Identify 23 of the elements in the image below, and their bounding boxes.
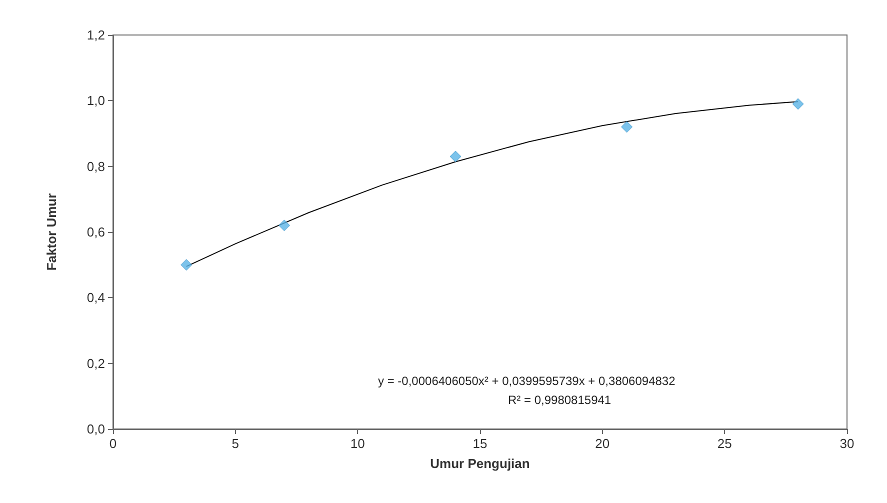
point: [792, 98, 804, 110]
x-tick-label: 10: [350, 436, 365, 451]
point: [278, 220, 290, 232]
annotation: R² = 0,9980815941: [508, 393, 612, 407]
y-tick-label: 0,6: [86, 224, 105, 240]
x-tick-label: 0: [109, 436, 117, 451]
y-axis-title: Faktor Umur: [44, 193, 59, 271]
annotation: y = -0,0006406050x² + 0,0399595739x + 0,3806094832: [378, 374, 676, 388]
x-tick-label: 20: [595, 436, 610, 451]
x-tick-label: 25: [717, 436, 732, 451]
y-tick-label: 0,2: [86, 356, 105, 371]
x-tick-label: 30: [840, 436, 854, 451]
point: [180, 259, 192, 271]
x-axis-title: Umur Pengujian: [430, 456, 530, 471]
x-tick-label: 5: [232, 436, 239, 451]
y-tick-label: 1,0: [86, 93, 105, 108]
y-tick-label: 0,0: [86, 422, 105, 436]
y-tick-label: 0,4: [86, 290, 105, 306]
y-tick-label: 1,2: [86, 28, 105, 42]
y-tick-label: 0,8: [86, 158, 105, 174]
point: [621, 121, 633, 133]
point: [450, 150, 462, 162]
x-tick-label: 15: [472, 436, 488, 451]
